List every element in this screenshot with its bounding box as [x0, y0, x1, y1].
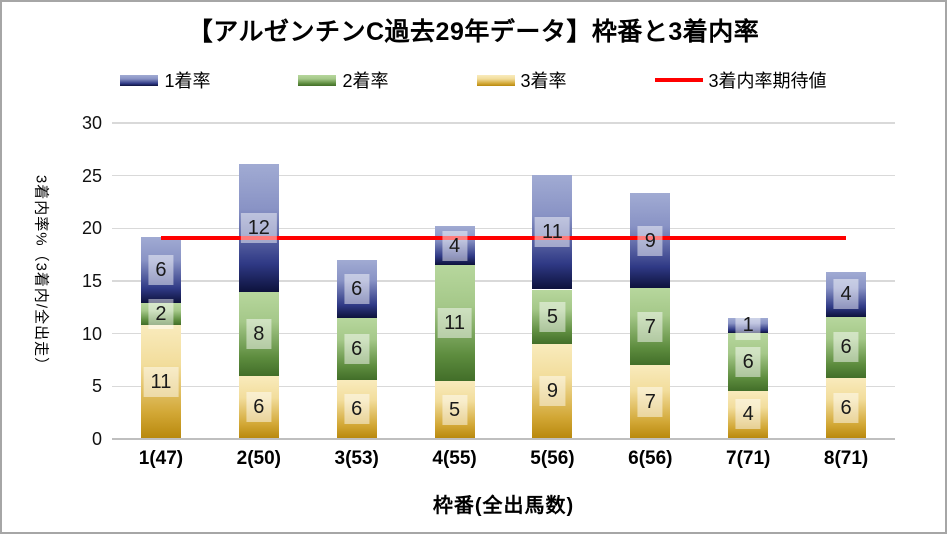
gridline: [112, 174, 895, 177]
bar-data-label: 7: [637, 386, 663, 417]
gridline: [112, 280, 895, 282]
bar-segment-1着率: [336, 260, 377, 318]
bar-data-label: 6: [833, 392, 859, 423]
x-tick-label: 2(50): [236, 448, 281, 469]
legend-label: 3着内率期待値: [708, 71, 827, 91]
legend-item: 3着内率期待値: [654, 67, 827, 93]
bar-segment-2着率: [630, 288, 671, 366]
x-tick-label: 8(71): [823, 448, 869, 469]
legend-label: 2着率: [342, 71, 389, 91]
bar-segment-2着率: [336, 317, 377, 381]
y-tick-label: 0: [91, 429, 102, 449]
bar-segment-3着率: [238, 375, 279, 438]
bar-data-label: 5: [539, 301, 565, 332]
bar-data-label: 6: [833, 332, 859, 363]
bar-segment-2着率: [532, 289, 573, 345]
y-tick-label: 25: [81, 165, 102, 186]
y-tick-label: 20: [81, 218, 102, 239]
plot-area: 11 2 6 6 8 12 6 6 6 5 11 4 9 5 11 7 7 9 4 6 1 6 6 4: [112, 122, 895, 440]
bar-segment-2着率: [238, 291, 279, 376]
x-tick-label: 5(56): [530, 448, 575, 469]
bar-segment-3着率: [140, 325, 181, 438]
bar-segment-1着率: [826, 271, 867, 317]
bar-data-label: 6: [148, 255, 174, 285]
legend-label: 1着率: [164, 71, 211, 91]
bar-data-label: 6: [344, 334, 370, 364]
bar-data-label: 11: [535, 217, 570, 248]
gridline: [112, 438, 895, 440]
legend-item: 1着率: [120, 67, 210, 93]
x-tick-label: 6(56): [628, 448, 673, 469]
gridline: [112, 332, 895, 335]
bar-segment-3着率: [630, 365, 671, 438]
bar-segment-1着率: [532, 174, 573, 290]
bar-data-label: 6: [344, 273, 370, 304]
legend-item: 2着率: [298, 67, 389, 93]
bar-data-label: 11: [143, 366, 179, 397]
bar-data-label: 6: [344, 394, 370, 425]
x-tick-label: 7(71): [726, 448, 771, 469]
legend-swatch-bar: [298, 74, 337, 86]
bar-data-label: 4: [833, 279, 859, 310]
legend-label: 3着率: [520, 71, 567, 91]
bar-data-label: 2: [148, 299, 174, 330]
bar-segment-2着率: [434, 265, 475, 382]
x-tick-label: 3(53): [334, 448, 379, 469]
gridline: [112, 385, 895, 388]
bar-segment-1着率: [630, 192, 671, 289]
bar-segment-3着率: [532, 344, 573, 438]
bar-data-label: 11: [437, 308, 472, 339]
bar-data-label: 6: [735, 346, 761, 377]
gridline: [112, 122, 895, 124]
bar-segment-3着率: [336, 380, 377, 438]
legend-swatch-bar: [120, 74, 159, 86]
legend-item: 3着率: [476, 67, 567, 93]
bar-segment-2着率: [728, 332, 769, 391]
y-tick-label: 5: [91, 376, 102, 397]
bar-segment-1着率: [434, 226, 475, 266]
bar-data-label: 4: [442, 230, 468, 261]
bar-segment-1着率: [238, 164, 279, 292]
x-axis-title: 枠番(全出馬数): [432, 495, 575, 517]
bar-segment-3着率: [728, 390, 769, 438]
bar-segment-2着率: [826, 316, 867, 378]
bar-segment-2着率: [140, 303, 181, 326]
bar-data-label: 7: [637, 311, 663, 342]
bar-data-label: 5: [442, 394, 468, 425]
bar-data-label: 8: [246, 318, 272, 349]
bar-data-label: 1: [735, 310, 761, 341]
bar-data-label: 6: [246, 391, 272, 422]
y-tick-label: 30: [81, 113, 102, 133]
expected-rate-line: [160, 235, 847, 240]
bar-data-label: 12: [240, 212, 277, 243]
legend-swatch-line: [654, 78, 703, 82]
bar-segment-3着率: [434, 381, 475, 438]
bar-data-label: 9: [539, 376, 565, 407]
bar-data-label: 4: [735, 399, 761, 430]
bar-segment-1着率: [140, 236, 181, 304]
legend-swatch-bar: [476, 74, 515, 86]
x-tick-label: 1(47): [138, 448, 184, 469]
gridline: [112, 227, 895, 230]
bar-data-label: 9: [637, 225, 663, 256]
chart-title: 【アルゼンチンC過去29年データ】枠番と3着内率: [187, 18, 760, 46]
bar-segment-1着率: [728, 317, 769, 333]
y-tick-label: 10: [81, 323, 102, 344]
bar-segment-3着率: [826, 377, 867, 438]
legend: 1着率 2着率 3着率 3着内率期待値: [2, 64, 945, 96]
y-tick-label: 15: [81, 271, 102, 291]
x-tick-label: 4(55): [432, 448, 477, 469]
